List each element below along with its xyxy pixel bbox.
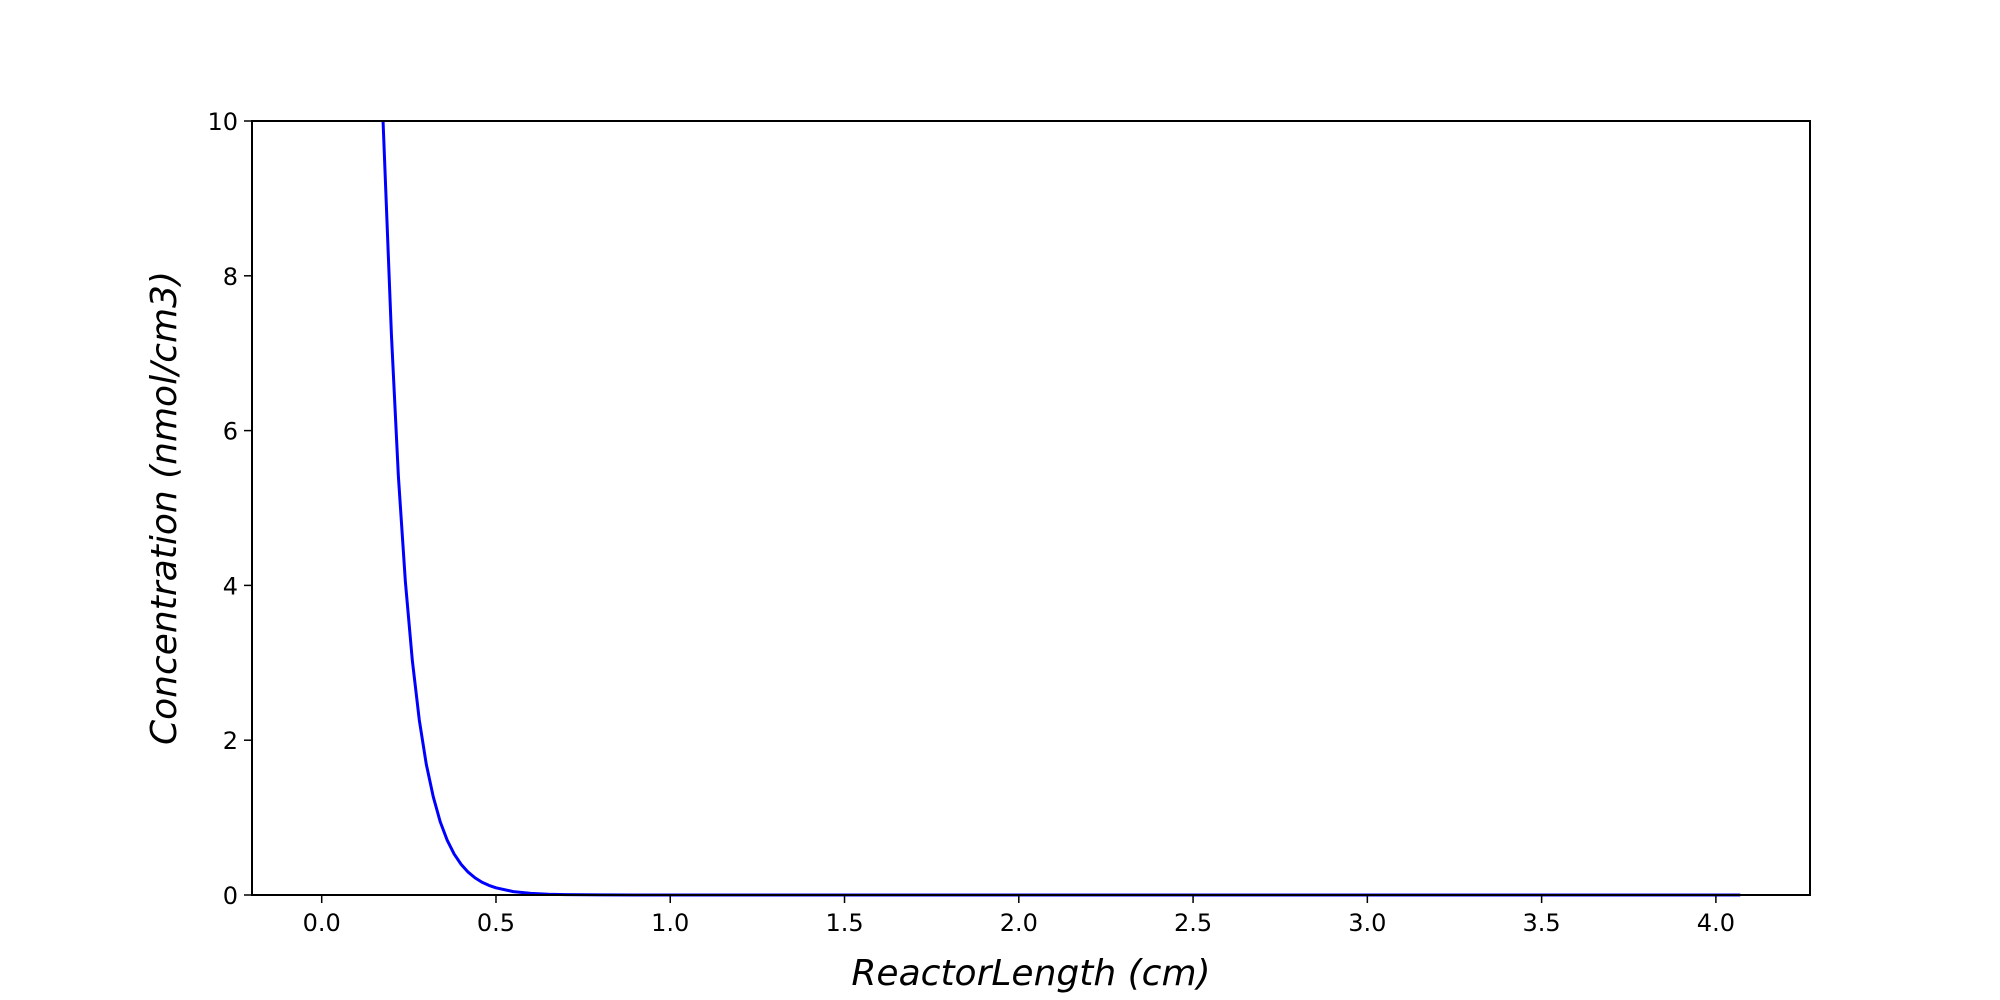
x-tick-label: 3.5: [1523, 909, 1561, 937]
x-axis-label: ReactorLength (cm): [851, 953, 1210, 994]
y-axis-label: Concentration (nmol/cm3): [144, 271, 185, 745]
x-tick-label: 1.0: [651, 909, 689, 937]
y-tick-label: 2: [223, 727, 238, 755]
y-tick-label: 6: [223, 418, 238, 446]
y-axis-ticks: 0 2 4 6 8 10: [207, 108, 252, 910]
x-tick-label: 2.5: [1174, 909, 1212, 937]
y-tick-label: 8: [223, 263, 238, 291]
x-tick-label: 1.5: [825, 909, 863, 937]
y-tick-label: 4: [223, 572, 238, 600]
x-tick-label: 4.0: [1697, 909, 1735, 937]
y-tick-label: 10: [207, 108, 238, 136]
x-tick-label: 0.5: [477, 909, 515, 937]
x-tick-label: 0.0: [303, 909, 341, 937]
y-tick-label: 0: [223, 882, 238, 910]
x-axis-ticks: 0.0 0.5 1.0 1.5 2.0 2.5 3.0 3.5 4.0: [303, 895, 1735, 937]
plot-frame: [251, 120, 1811, 896]
x-tick-label: 3.0: [1348, 909, 1386, 937]
x-tick-label: 2.0: [1000, 909, 1038, 937]
